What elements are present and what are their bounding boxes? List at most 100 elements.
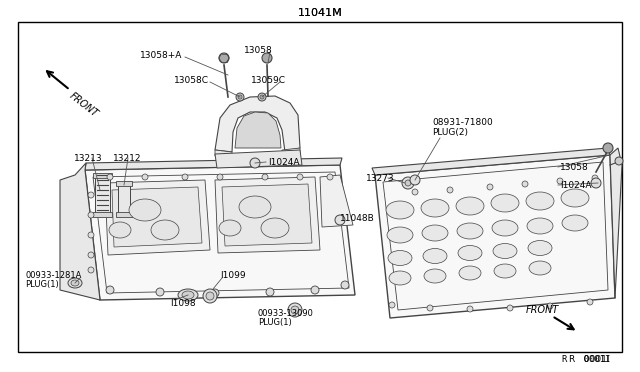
- Text: 13058C: 13058C: [174, 76, 209, 84]
- Ellipse shape: [151, 220, 179, 240]
- Polygon shape: [118, 183, 130, 215]
- Text: PLUG(2): PLUG(2): [432, 128, 468, 137]
- Text: 11041M: 11041M: [298, 8, 342, 18]
- Polygon shape: [112, 187, 202, 247]
- Ellipse shape: [71, 280, 79, 286]
- Ellipse shape: [493, 244, 517, 259]
- Polygon shape: [85, 165, 355, 300]
- Ellipse shape: [562, 215, 588, 231]
- Circle shape: [262, 174, 268, 180]
- Ellipse shape: [386, 201, 414, 219]
- Circle shape: [107, 174, 113, 180]
- Circle shape: [507, 305, 513, 311]
- Circle shape: [402, 177, 414, 189]
- Polygon shape: [116, 212, 132, 217]
- Ellipse shape: [457, 223, 483, 239]
- Ellipse shape: [529, 261, 551, 275]
- Circle shape: [258, 93, 266, 101]
- Ellipse shape: [528, 241, 552, 256]
- Polygon shape: [215, 96, 300, 152]
- Text: 13058+A: 13058+A: [140, 51, 182, 60]
- Circle shape: [592, 175, 598, 181]
- Circle shape: [88, 267, 94, 273]
- Ellipse shape: [527, 218, 553, 234]
- Polygon shape: [93, 173, 112, 178]
- Ellipse shape: [178, 289, 198, 301]
- Text: 13059C: 13059C: [251, 76, 286, 84]
- Circle shape: [238, 95, 242, 99]
- Polygon shape: [215, 150, 302, 168]
- Ellipse shape: [456, 197, 484, 215]
- Text: FRONT: FRONT: [526, 305, 559, 315]
- Circle shape: [341, 281, 349, 289]
- Circle shape: [412, 189, 418, 195]
- Ellipse shape: [109, 222, 131, 238]
- Ellipse shape: [492, 220, 518, 236]
- Circle shape: [260, 95, 264, 99]
- Ellipse shape: [422, 225, 448, 241]
- Text: I1024A: I1024A: [560, 180, 591, 189]
- Circle shape: [557, 178, 563, 184]
- Circle shape: [487, 184, 493, 190]
- Polygon shape: [95, 175, 110, 215]
- Circle shape: [591, 178, 601, 188]
- Circle shape: [142, 174, 148, 180]
- Ellipse shape: [459, 266, 481, 280]
- Circle shape: [250, 158, 260, 168]
- Circle shape: [547, 303, 553, 309]
- Text: 11048B: 11048B: [340, 214, 375, 222]
- Circle shape: [615, 157, 623, 165]
- Bar: [18, 22, 622, 352]
- Circle shape: [467, 306, 473, 312]
- Polygon shape: [282, 148, 300, 157]
- Circle shape: [311, 286, 319, 294]
- Circle shape: [219, 53, 229, 63]
- Circle shape: [427, 305, 433, 311]
- Circle shape: [405, 180, 411, 186]
- Circle shape: [217, 174, 223, 180]
- Ellipse shape: [239, 196, 271, 218]
- Circle shape: [236, 93, 244, 101]
- Circle shape: [389, 302, 395, 308]
- Circle shape: [203, 289, 217, 303]
- Text: 11041M: 11041M: [298, 8, 342, 18]
- Text: 13058: 13058: [560, 163, 589, 171]
- Circle shape: [587, 299, 593, 305]
- Text: 00933-1281A: 00933-1281A: [25, 270, 81, 279]
- Text: 00933-13090: 00933-13090: [258, 308, 314, 317]
- Circle shape: [291, 306, 299, 314]
- Circle shape: [88, 192, 94, 198]
- Ellipse shape: [423, 248, 447, 263]
- Polygon shape: [116, 181, 132, 186]
- Ellipse shape: [491, 194, 519, 212]
- Circle shape: [447, 187, 453, 193]
- Ellipse shape: [261, 218, 289, 238]
- Polygon shape: [85, 158, 342, 170]
- Text: I1099: I1099: [220, 270, 246, 279]
- Circle shape: [297, 174, 303, 180]
- Circle shape: [211, 289, 219, 297]
- Ellipse shape: [526, 192, 554, 210]
- Ellipse shape: [387, 227, 413, 243]
- Text: PLUG(1): PLUG(1): [25, 279, 59, 289]
- Polygon shape: [320, 175, 353, 227]
- Polygon shape: [235, 112, 281, 148]
- Circle shape: [603, 143, 613, 153]
- Text: I1024A: I1024A: [268, 157, 300, 167]
- Circle shape: [327, 174, 333, 180]
- Polygon shape: [60, 163, 100, 300]
- Ellipse shape: [389, 271, 411, 285]
- Ellipse shape: [68, 278, 82, 288]
- Text: 13213: 13213: [74, 154, 102, 163]
- Polygon shape: [375, 155, 615, 318]
- Text: 13058: 13058: [244, 45, 273, 55]
- Ellipse shape: [424, 269, 446, 283]
- Text: PLUG(1): PLUG(1): [258, 317, 292, 327]
- Text: 08931-71800: 08931-71800: [432, 118, 493, 126]
- Text: FRONT: FRONT: [68, 91, 100, 119]
- Circle shape: [88, 212, 94, 218]
- Circle shape: [266, 288, 274, 296]
- Circle shape: [88, 232, 94, 238]
- Polygon shape: [610, 148, 622, 298]
- Circle shape: [410, 175, 420, 185]
